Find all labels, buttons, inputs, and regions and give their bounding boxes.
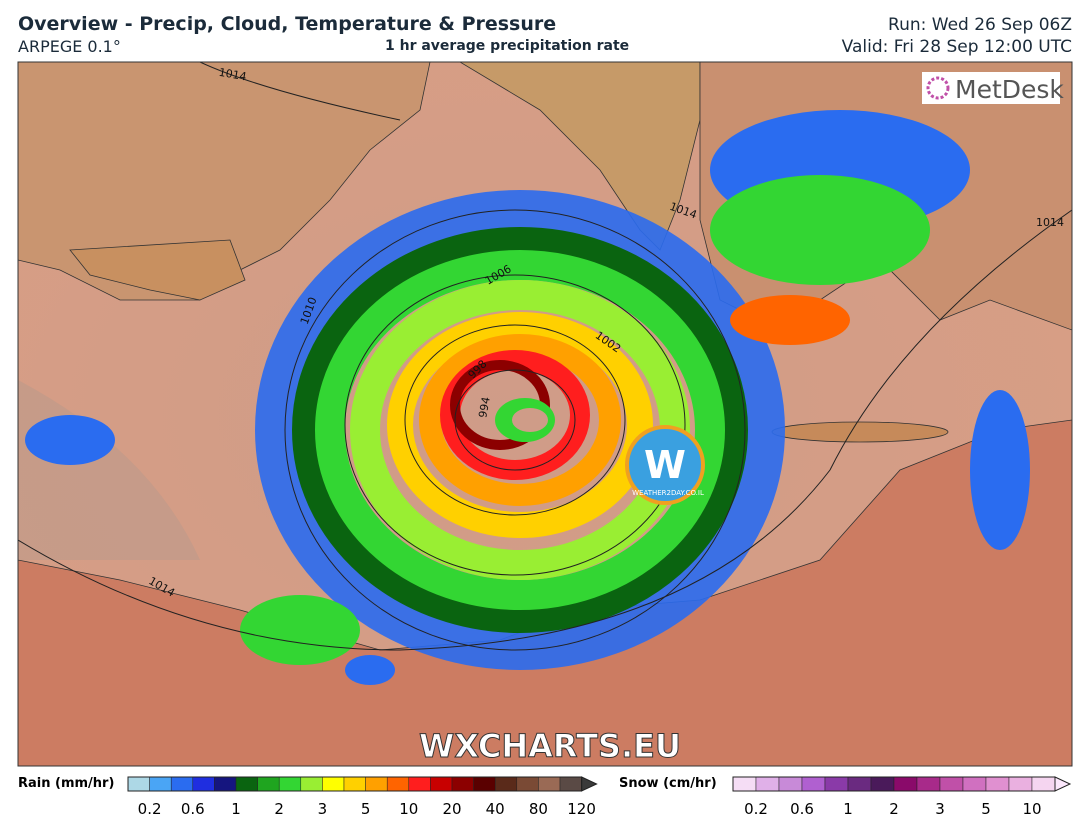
swatch [516, 776, 539, 792]
tick-label: 5 [981, 800, 991, 818]
bar-frame [127, 776, 583, 792]
swatch [149, 776, 172, 792]
swatch [192, 776, 215, 792]
isobar-label: 994 [476, 396, 492, 419]
isobars [18, 62, 1072, 651]
swatch [847, 776, 872, 792]
swatch-arrow [1054, 776, 1072, 792]
logo-box [922, 72, 1060, 104]
tick-label: 0.6 [181, 800, 205, 818]
tick-label: 0.2 [138, 800, 162, 818]
swatch [473, 776, 496, 792]
tick-label: 1 [231, 800, 241, 818]
swatch [824, 776, 849, 792]
swatch [322, 776, 345, 792]
snow-label: Snow (cm/hr) [619, 776, 717, 791]
tick-label: 2 [889, 800, 899, 818]
swatch [916, 776, 941, 792]
tick-label: 3 [318, 800, 328, 818]
swatch [365, 776, 388, 792]
subtitle: 1 hr average precipitation rate [385, 38, 630, 54]
swatch [257, 776, 280, 792]
run: Run: Wed 26 Sep 06Z [888, 15, 1072, 35]
swatch [939, 776, 964, 792]
model: ARPEGE 0.1° [18, 37, 121, 56]
swatch [778, 776, 803, 792]
valid: Valid: Fri 28 Sep 12:00 UTC [841, 37, 1072, 57]
badge-letter: W [644, 443, 686, 487]
swatch [870, 776, 895, 792]
tick-label: 0.2 [744, 800, 768, 818]
badge-icon [625, 425, 705, 505]
swatch [801, 776, 826, 792]
swatch [214, 776, 237, 792]
swatch [235, 776, 258, 792]
swatch [430, 776, 453, 792]
swatch [386, 776, 410, 792]
swatch [408, 776, 431, 792]
swatch [127, 776, 150, 792]
tick-label: 0.6 [790, 800, 814, 818]
swatch [1031, 776, 1056, 792]
isobar-label: 1014 [218, 66, 248, 84]
swatch [343, 776, 366, 792]
tick-label: 10 [399, 800, 418, 818]
swatch [1008, 776, 1033, 792]
tick-label: 20 [442, 800, 461, 818]
swatch [962, 776, 987, 792]
tick-label: 1 [843, 800, 853, 818]
swatch [732, 776, 757, 792]
tick-label: 40 [486, 800, 505, 818]
tick-label: 5 [361, 800, 371, 818]
tick-label: 2 [274, 800, 284, 818]
swatch [494, 776, 518, 792]
badge-text: WEATHER2DAY.CO.IL [632, 489, 704, 497]
swatch [278, 776, 302, 792]
swatch [451, 776, 474, 792]
land [18, 62, 431, 301]
tick-label: 120 [567, 800, 596, 818]
logo-icon [926, 76, 950, 100]
tick-label: 80 [529, 800, 548, 818]
swatch [893, 776, 918, 792]
map-frame [17, 61, 1073, 767]
swatch [300, 776, 323, 792]
swatch [985, 776, 1010, 792]
logo: MetDesk [955, 75, 1064, 104]
land [69, 239, 246, 301]
swatch [538, 776, 561, 792]
swatch [755, 776, 780, 792]
tick-label: 10 [1022, 800, 1041, 818]
island [771, 421, 949, 443]
swatch-arrow [581, 776, 598, 792]
swatch [559, 776, 582, 792]
watermark: WXCHARTS.EU [419, 727, 681, 765]
swatch [170, 776, 194, 792]
title: Overview - Precip, Cloud, Temperature & … [18, 13, 557, 35]
rain-label: Rain (mm/hr) [18, 776, 114, 791]
bar-frame [732, 776, 1056, 792]
isobar-label: 1014 [1036, 216, 1064, 229]
tick-label: 3 [935, 800, 945, 818]
